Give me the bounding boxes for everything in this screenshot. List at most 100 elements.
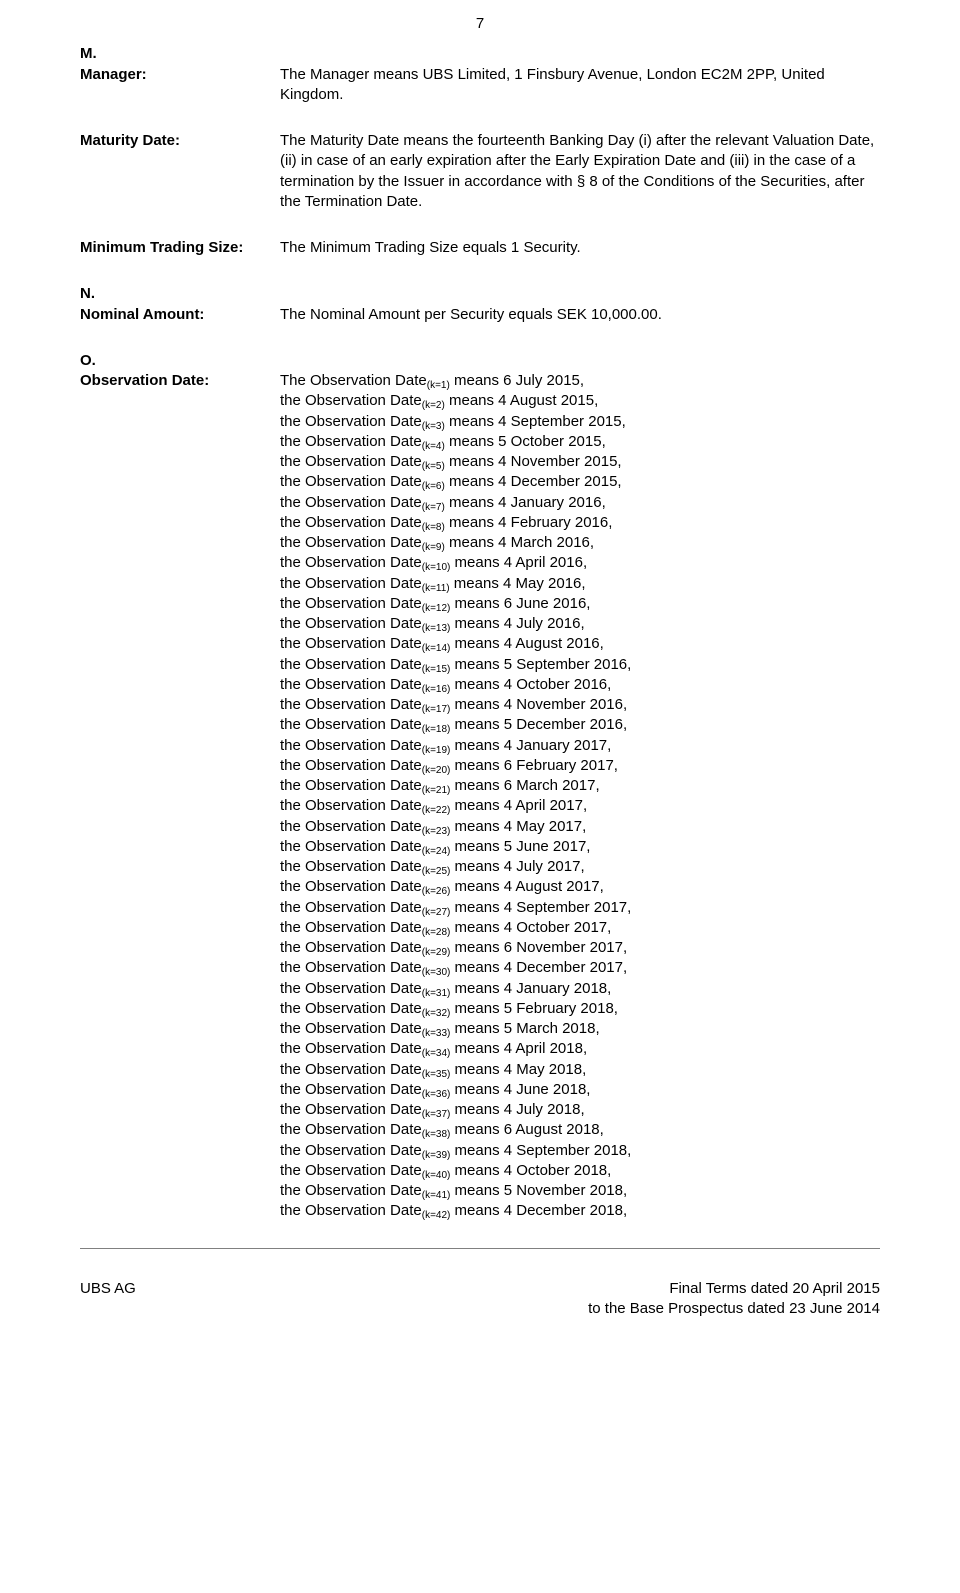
observation-subscript: (k=15) bbox=[422, 664, 451, 675]
observation-subscript: (k=42) bbox=[422, 1210, 451, 1221]
observation-date-line: the Observation Date(k=9) means 4 March … bbox=[280, 533, 880, 553]
def-maturity: The Maturity Date means the fourteenth B… bbox=[280, 131, 880, 212]
observation-subscript: (k=17) bbox=[422, 704, 451, 715]
section-o-header: O. bbox=[80, 351, 880, 371]
observation-date-line: the Observation Date(k=11) means 4 May 2… bbox=[280, 574, 880, 594]
footer-right-line2: to the Base Prospectus dated 23 June 201… bbox=[588, 1299, 880, 1319]
section-nominal: Nominal Amount: The Nominal Amount per S… bbox=[80, 305, 880, 325]
observation-date-line: the Observation Date(k=17) means 4 Novem… bbox=[280, 695, 880, 715]
observation-subscript: (k=18) bbox=[422, 724, 451, 735]
observation-date-line: the Observation Date(k=31) means 4 Janua… bbox=[280, 979, 880, 999]
observation-subscript: (k=9) bbox=[422, 542, 445, 553]
observation-date-line: the Observation Date(k=8) means 4 Februa… bbox=[280, 513, 880, 533]
observation-subscript: (k=11) bbox=[422, 583, 450, 594]
observation-date-line: the Observation Date(k=38) means 6 Augus… bbox=[280, 1120, 880, 1140]
term-manager: Manager: bbox=[80, 65, 280, 85]
observation-date-line: The Observation Date(k=1) means 6 July 2… bbox=[280, 371, 880, 391]
observation-subscript: (k=25) bbox=[422, 866, 451, 877]
footer-left: UBS AG bbox=[80, 1279, 136, 1299]
observation-date-line: the Observation Date(k=18) means 5 Decem… bbox=[280, 715, 880, 735]
observation-subscript: (k=30) bbox=[422, 967, 451, 978]
observation-subscript: (k=41) bbox=[422, 1190, 451, 1201]
def-mts: The Minimum Trading Size equals 1 Securi… bbox=[280, 238, 880, 258]
observation-date-line: the Observation Date(k=39) means 4 Septe… bbox=[280, 1141, 880, 1161]
observation-subscript: (k=23) bbox=[422, 826, 451, 837]
observation-subscript: (k=40) bbox=[422, 1170, 451, 1181]
observation-date-line: the Observation Date(k=24) means 5 June … bbox=[280, 837, 880, 857]
def-observation: The Observation Date(k=1) means 6 July 2… bbox=[280, 371, 880, 1222]
observation-date-line: the Observation Date(k=29) means 6 Novem… bbox=[280, 938, 880, 958]
observation-subscript: (k=22) bbox=[422, 805, 451, 816]
section-observation: Observation Date: The Observation Date(k… bbox=[80, 371, 880, 1222]
section-letter-n: N. bbox=[80, 284, 280, 304]
observation-date-line: the Observation Date(k=36) means 4 June … bbox=[280, 1080, 880, 1100]
observation-date-line: the Observation Date(k=33) means 5 March… bbox=[280, 1019, 880, 1039]
observation-subscript: (k=6) bbox=[422, 481, 445, 492]
observation-date-line: the Observation Date(k=23) means 4 May 2… bbox=[280, 817, 880, 837]
observation-date-line: the Observation Date(k=32) means 5 Febru… bbox=[280, 999, 880, 1019]
observation-subscript: (k=33) bbox=[422, 1028, 451, 1039]
observation-subscript: (k=16) bbox=[422, 684, 451, 695]
def-manager: The Manager means UBS Limited, 1 Finsbur… bbox=[280, 65, 880, 106]
observation-date-line: the Observation Date(k=30) means 4 Decem… bbox=[280, 958, 880, 978]
observation-date-line: the Observation Date(k=20) means 6 Febru… bbox=[280, 756, 880, 776]
observation-subscript: (k=27) bbox=[422, 907, 451, 918]
observation-date-line: the Observation Date(k=34) means 4 April… bbox=[280, 1039, 880, 1059]
observation-date-line: the Observation Date(k=28) means 4 Octob… bbox=[280, 918, 880, 938]
observation-subscript: (k=12) bbox=[422, 603, 451, 614]
observation-subscript: (k=36) bbox=[422, 1089, 451, 1100]
term-observation: Observation Date: bbox=[80, 371, 280, 391]
observation-subscript: (k=7) bbox=[422, 502, 445, 513]
term-nominal: Nominal Amount: bbox=[80, 305, 280, 325]
footer-rule bbox=[80, 1248, 880, 1249]
page-footer: UBS AG Final Terms dated 20 April 2015 t… bbox=[0, 1279, 960, 1320]
observation-subscript: (k=2) bbox=[422, 400, 445, 411]
observation-subscript: (k=13) bbox=[422, 623, 451, 634]
observation-date-line: the Observation Date(k=27) means 4 Septe… bbox=[280, 898, 880, 918]
observation-date-line: the Observation Date(k=22) means 4 April… bbox=[280, 796, 880, 816]
observation-subscript: (k=1) bbox=[427, 380, 450, 391]
observation-subscript: (k=4) bbox=[422, 441, 445, 452]
observation-subscript: (k=8) bbox=[422, 522, 445, 533]
observation-date-line: the Observation Date(k=25) means 4 July … bbox=[280, 857, 880, 877]
observation-date-line: the Observation Date(k=13) means 4 July … bbox=[280, 614, 880, 634]
observation-subscript: (k=3) bbox=[422, 421, 445, 432]
observation-subscript: (k=29) bbox=[422, 947, 451, 958]
section-letter-m: M. bbox=[80, 44, 280, 64]
section-n-header: N. bbox=[80, 284, 880, 304]
observation-date-line: the Observation Date(k=4) means 5 Octobe… bbox=[280, 432, 880, 452]
observation-date-line: the Observation Date(k=21) means 6 March… bbox=[280, 776, 880, 796]
footer-right: Final Terms dated 20 April 2015 to the B… bbox=[588, 1279, 880, 1320]
observation-subscript: (k=24) bbox=[422, 846, 451, 857]
observation-subscript: (k=26) bbox=[422, 886, 451, 897]
observation-subscript: (k=28) bbox=[422, 927, 451, 938]
observation-subscript: (k=21) bbox=[422, 785, 451, 796]
observation-subscript: (k=10) bbox=[422, 562, 451, 573]
observation-date-line: the Observation Date(k=3) means 4 Septem… bbox=[280, 412, 880, 432]
observation-date-line: the Observation Date(k=7) means 4 Januar… bbox=[280, 493, 880, 513]
observation-date-line: the Observation Date(k=14) means 4 Augus… bbox=[280, 634, 880, 654]
term-mts: Minimum Trading Size: bbox=[80, 238, 280, 258]
observation-date-line: the Observation Date(k=41) means 5 Novem… bbox=[280, 1181, 880, 1201]
observation-date-line: the Observation Date(k=2) means 4 August… bbox=[280, 391, 880, 411]
observation-date-line: the Observation Date(k=15) means 5 Septe… bbox=[280, 655, 880, 675]
page-content: M. Manager: The Manager means UBS Limite… bbox=[0, 44, 960, 1221]
observation-date-line: the Observation Date(k=42) means 4 Decem… bbox=[280, 1201, 880, 1221]
observation-date-line: the Observation Date(k=35) means 4 May 2… bbox=[280, 1060, 880, 1080]
observation-subscript: (k=20) bbox=[422, 765, 451, 776]
observation-subscript: (k=32) bbox=[422, 1008, 451, 1019]
observation-subscript: (k=31) bbox=[422, 988, 451, 999]
observation-date-line: the Observation Date(k=12) means 6 June … bbox=[280, 594, 880, 614]
def-nominal: The Nominal Amount per Security equals S… bbox=[280, 305, 880, 325]
section-letter-o: O. bbox=[80, 351, 280, 371]
section-mts: Minimum Trading Size: The Minimum Tradin… bbox=[80, 238, 880, 258]
observation-subscript: (k=35) bbox=[422, 1069, 451, 1080]
observation-subscript: (k=5) bbox=[422, 461, 445, 472]
section-maturity: Maturity Date: The Maturity Date means t… bbox=[80, 131, 880, 212]
observation-subscript: (k=19) bbox=[422, 745, 451, 756]
observation-date-line: the Observation Date(k=6) means 4 Decemb… bbox=[280, 472, 880, 492]
observation-date-line: the Observation Date(k=16) means 4 Octob… bbox=[280, 675, 880, 695]
observation-date-line: the Observation Date(k=26) means 4 Augus… bbox=[280, 877, 880, 897]
observation-subscript: (k=34) bbox=[422, 1048, 451, 1059]
observation-date-line: the Observation Date(k=10) means 4 April… bbox=[280, 553, 880, 573]
